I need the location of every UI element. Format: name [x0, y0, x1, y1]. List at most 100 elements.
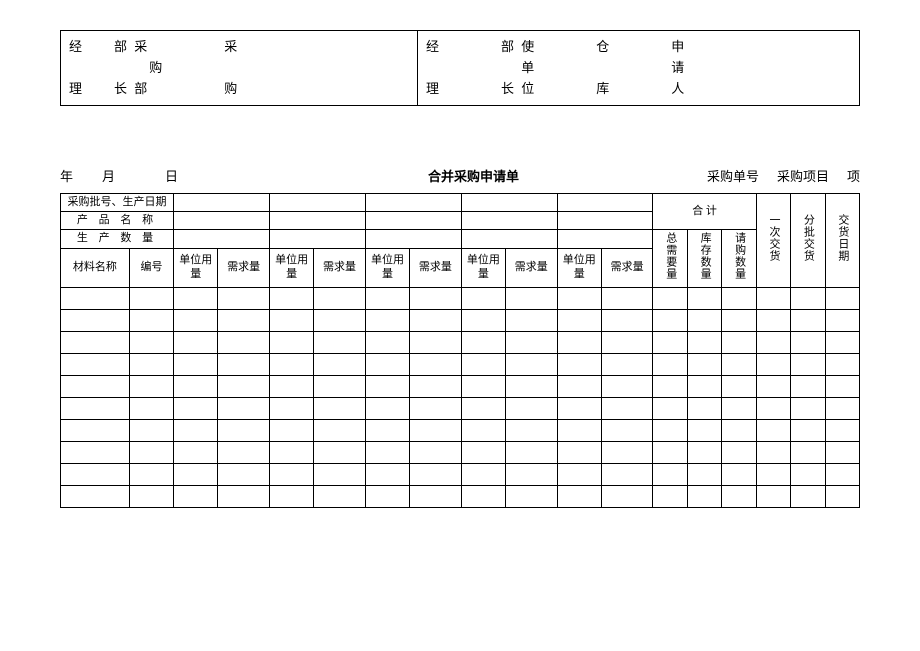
table-row	[61, 287, 860, 309]
table-cell	[410, 397, 462, 419]
table-cell	[791, 463, 825, 485]
table-cell	[687, 375, 721, 397]
table-cell	[314, 397, 366, 419]
table-row	[61, 331, 860, 353]
table-row	[61, 397, 860, 419]
table-cell	[129, 463, 173, 485]
hdr-b1	[174, 194, 270, 212]
table-cell	[410, 463, 462, 485]
table-cell	[174, 485, 218, 507]
table-row	[61, 419, 860, 441]
table-cell	[601, 353, 653, 375]
hdr-q2	[269, 230, 365, 248]
hdr-q1	[174, 230, 270, 248]
table-cell	[61, 375, 130, 397]
table-cell	[505, 331, 557, 353]
table-row	[61, 353, 860, 375]
table-cell	[601, 375, 653, 397]
table-cell	[791, 397, 825, 419]
table-cell	[687, 287, 721, 309]
table-cell	[687, 309, 721, 331]
hdr-batch: 采购批号、生产日期	[61, 194, 174, 212]
table-cell	[505, 287, 557, 309]
table-cell	[461, 463, 505, 485]
table-cell	[687, 485, 721, 507]
data-body	[61, 287, 860, 507]
hdr-total-demand: 总需要量	[653, 230, 687, 287]
signature-box: 经 部 采 采 购 理 长 部 购 经 部 使 仓 申 单 请 理 长 位 库 …	[60, 30, 860, 106]
table-row	[61, 309, 860, 331]
table-cell	[365, 331, 409, 353]
table-cell	[61, 463, 130, 485]
table-cell	[756, 463, 790, 485]
table-cell	[791, 419, 825, 441]
hdr-uu4: 单位用量	[461, 248, 505, 287]
hdr-uu3: 单位用量	[365, 248, 409, 287]
table-cell	[756, 397, 790, 419]
table-cell	[314, 441, 366, 463]
table-cell	[825, 375, 860, 397]
title-right-group: 采购单号 采购项目 项	[707, 166, 860, 185]
table-cell	[410, 353, 462, 375]
table-cell	[129, 309, 173, 331]
hdr-p1	[174, 212, 270, 230]
table-cell	[314, 331, 366, 353]
order-no-label: 采购单号	[707, 166, 759, 185]
table-cell	[129, 485, 173, 507]
table-cell	[825, 353, 860, 375]
table-cell	[461, 287, 505, 309]
table-cell	[756, 375, 790, 397]
table-cell	[174, 419, 218, 441]
table-cell	[557, 375, 601, 397]
table-cell	[653, 441, 687, 463]
table-cell	[825, 463, 860, 485]
table-cell	[791, 375, 825, 397]
table-row	[61, 485, 860, 507]
table-cell	[687, 419, 721, 441]
table-cell	[722, 287, 756, 309]
table-cell	[129, 375, 173, 397]
table-cell	[825, 441, 860, 463]
table-cell	[653, 375, 687, 397]
table-cell	[653, 463, 687, 485]
table-cell	[687, 353, 721, 375]
table-cell	[756, 441, 790, 463]
table-cell	[269, 397, 313, 419]
hdr-q5	[557, 230, 653, 248]
hdr-total: 合 计	[653, 194, 756, 230]
table-cell	[410, 485, 462, 507]
table-cell	[791, 331, 825, 353]
table-cell	[269, 375, 313, 397]
table-row	[61, 441, 860, 463]
table-cell	[218, 485, 270, 507]
table-cell	[557, 309, 601, 331]
table-cell	[174, 441, 218, 463]
table-cell	[601, 287, 653, 309]
table-cell	[174, 375, 218, 397]
table-cell	[653, 309, 687, 331]
signature-left: 经 部 采 采 购 理 长 部 购	[61, 31, 418, 105]
table-cell	[722, 419, 756, 441]
table-cell	[269, 463, 313, 485]
table-cell	[687, 331, 721, 353]
hdr-uu2: 单位用量	[269, 248, 313, 287]
table-cell	[410, 287, 462, 309]
table-cell	[825, 331, 860, 353]
hdr-b4	[461, 194, 557, 212]
table-cell	[722, 331, 756, 353]
table-cell	[410, 331, 462, 353]
table-cell	[218, 309, 270, 331]
table-cell	[505, 397, 557, 419]
table-cell	[269, 485, 313, 507]
table-cell	[557, 287, 601, 309]
sig-right-line3: 理 长 位 库 人	[426, 79, 851, 100]
table-cell	[174, 353, 218, 375]
table-cell	[557, 353, 601, 375]
table-cell	[825, 309, 860, 331]
hdr-purchase-qty: 请购数量	[722, 230, 756, 287]
table-cell	[410, 309, 462, 331]
table-cell	[314, 463, 366, 485]
table-cell	[722, 463, 756, 485]
hdr-material: 材料名称	[61, 248, 130, 287]
table-cell	[461, 309, 505, 331]
